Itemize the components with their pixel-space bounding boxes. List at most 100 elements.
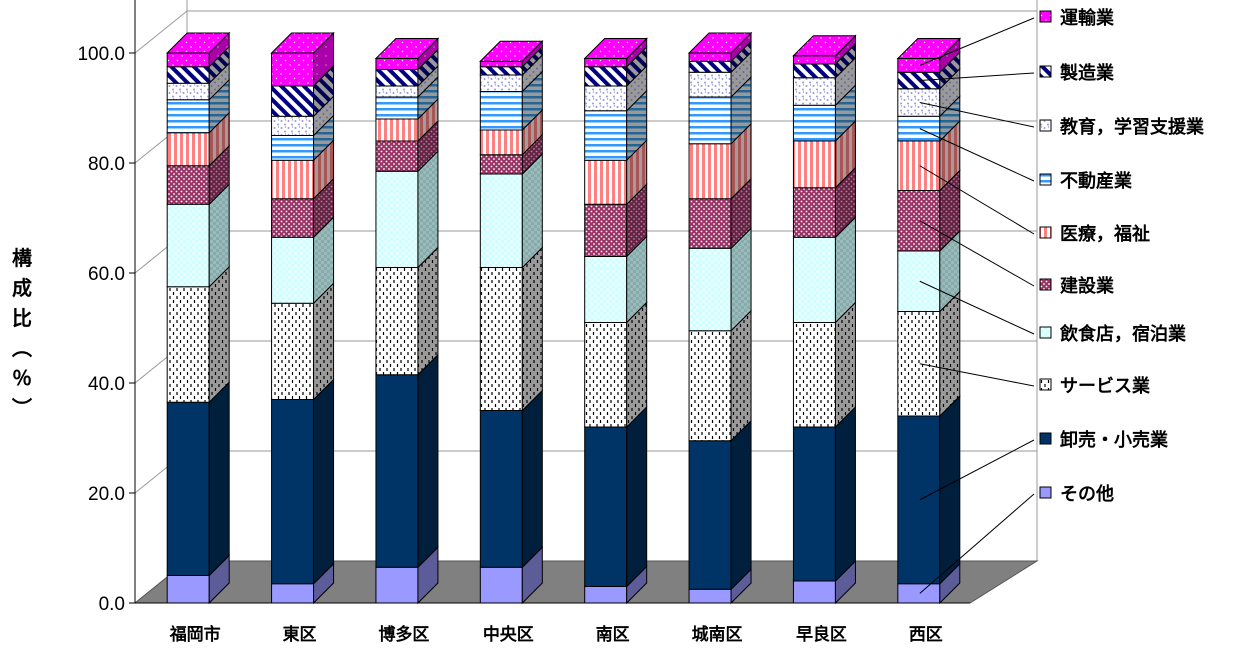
bar-segment [375,140,419,172]
bar-segment [166,66,210,84]
bar-segment-side [521,246,543,412]
bar-segment [688,247,732,332]
bar-segment-side [834,301,856,429]
legend-label: 医療，福祉 [1060,223,1150,245]
bar-segment-side [417,246,439,376]
y-tick-label: 60.0 [88,264,125,285]
bar-segment-side [626,301,648,429]
legend-swatch [1039,10,1052,23]
bar-segment [166,165,210,205]
bar-top [792,35,857,57]
legend-item: 卸売・小売業 [919,429,1169,501]
legend-swatch [1039,65,1052,78]
legend-leader-line [919,363,1035,387]
bar-stack [583,37,648,605]
bar-segment [375,566,419,604]
bar-segment [271,85,315,117]
bar-segment [792,426,836,582]
legend-item: その他 [919,483,1114,594]
legend-leader-line [919,17,1035,66]
bar-segment [792,77,836,106]
bar-segment [271,399,315,585]
legend-label: 卸売・小売業 [1060,429,1169,451]
bar-segment [897,190,941,252]
bar-segment-side [208,381,230,577]
bar-segment [271,302,315,400]
bar-segment [688,198,732,249]
bar-segment [375,96,419,120]
x-tick-label: 中央区 [483,624,534,645]
legend-leader-line [919,280,1035,335]
bar-segment [166,132,210,167]
bar-segment [792,104,836,142]
bar-segment [166,52,210,68]
bar-segment [897,71,941,90]
legend-leader-line [919,220,1035,287]
chart-bars: 福岡市 東区 博多区 中央区 南区 城南区 早良区 西区 [165,31,962,645]
x-tick-label: 南区 [596,624,630,645]
legend-swatch [1039,378,1052,391]
legend-label: 運輸業 [1060,7,1115,29]
bar-segment [897,311,941,417]
bar-top [479,40,544,62]
bar-segment [897,250,941,312]
bar-segment [479,66,523,76]
bar-stack [792,34,857,605]
bar-segment [584,159,628,205]
bar-segment-side [939,290,961,418]
bar-segment [584,426,628,587]
bar-segment [271,135,315,161]
bar-segment [897,583,941,604]
bar-segment [792,140,836,189]
y-tick-label: 40.0 [88,374,125,395]
bar-segment [479,410,523,568]
y-axis-title: 構成比︵％︶ [12,246,32,420]
bar-stack [479,40,544,605]
bar-segment-side [208,265,230,404]
bar-segment [479,154,523,175]
bar-segment [897,140,941,191]
bar-segment [271,583,315,604]
bar-segment [897,58,941,73]
bar-segment [688,52,732,62]
x-tick-label: 城南区 [692,624,743,645]
x-tick-label: 博多区 [378,624,429,645]
bar-segment-side [313,378,335,585]
bar-segment [479,74,523,92]
legend-label: 不動産業 [1060,170,1133,192]
bar-segment [688,588,732,604]
legend-leader-line [919,102,1035,128]
bar-segment [584,58,628,68]
legend-swatch [1039,173,1052,186]
bar-segment [479,60,523,68]
bar-segment [792,236,836,323]
legend-label: 飲食店，宿泊業 [1059,323,1187,345]
bar-segment [166,401,210,576]
bar-segment [375,118,419,142]
bar-segment [792,322,836,428]
bar-segment-side [939,394,961,585]
legend-item: 飲食店，宿泊業 [919,280,1187,345]
x-tick-label: 福岡市 [169,624,221,645]
bar-segment [479,91,523,131]
legend-label: 建設業 [1060,275,1115,297]
bar-segment [897,88,941,117]
bar-segment [792,580,836,604]
bar-segment [479,173,523,268]
legend-label: その他 [1060,483,1114,505]
bar-segment [479,267,523,411]
y-axis-label: 構成比︵％︶ [12,246,32,420]
legend-label: サービス業 [1060,375,1151,397]
bar-segment [792,63,836,79]
legend-item: サービス業 [919,363,1151,397]
bar-segment-side [417,353,439,569]
bar-segment [375,170,419,268]
legend-item: 医療，福祉 [919,165,1150,245]
bar-segment [584,110,628,161]
legend-swatch [1039,326,1052,339]
legend-swatch [1039,226,1052,239]
legend-item: 教育，学習支援業 [919,102,1205,138]
y-tick-label: 100.0 [77,44,125,65]
bar-segment [897,415,941,585]
